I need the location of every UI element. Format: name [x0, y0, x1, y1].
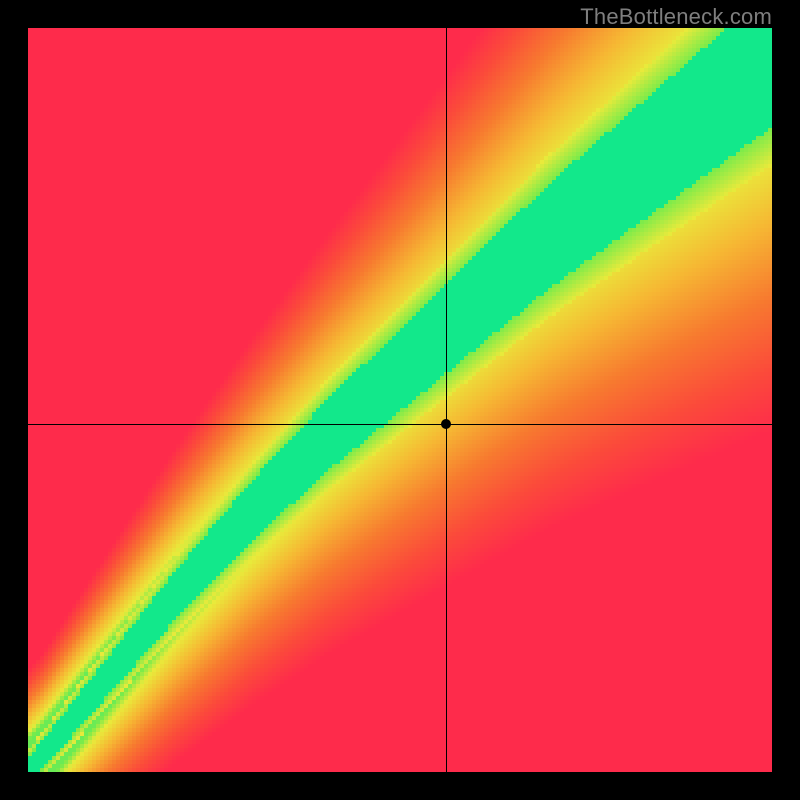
bottleneck-heatmap [28, 28, 772, 772]
crosshair-marker-dot [441, 419, 451, 429]
watermark-text: TheBottleneck.com [580, 4, 772, 30]
crosshair-vertical [446, 28, 447, 772]
crosshair-horizontal [28, 424, 772, 425]
plot-area [28, 28, 772, 772]
